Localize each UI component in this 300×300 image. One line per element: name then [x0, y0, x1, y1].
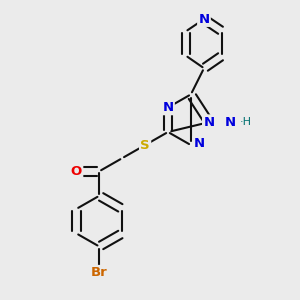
Text: N: N	[225, 116, 236, 129]
Text: N: N	[162, 101, 174, 114]
Text: N: N	[194, 137, 205, 150]
Text: O: O	[71, 165, 82, 178]
Text: N: N	[198, 13, 209, 26]
Text: Br: Br	[91, 266, 108, 279]
Text: N: N	[203, 116, 214, 129]
Text: ·H: ·H	[240, 117, 252, 127]
Text: S: S	[140, 139, 150, 152]
